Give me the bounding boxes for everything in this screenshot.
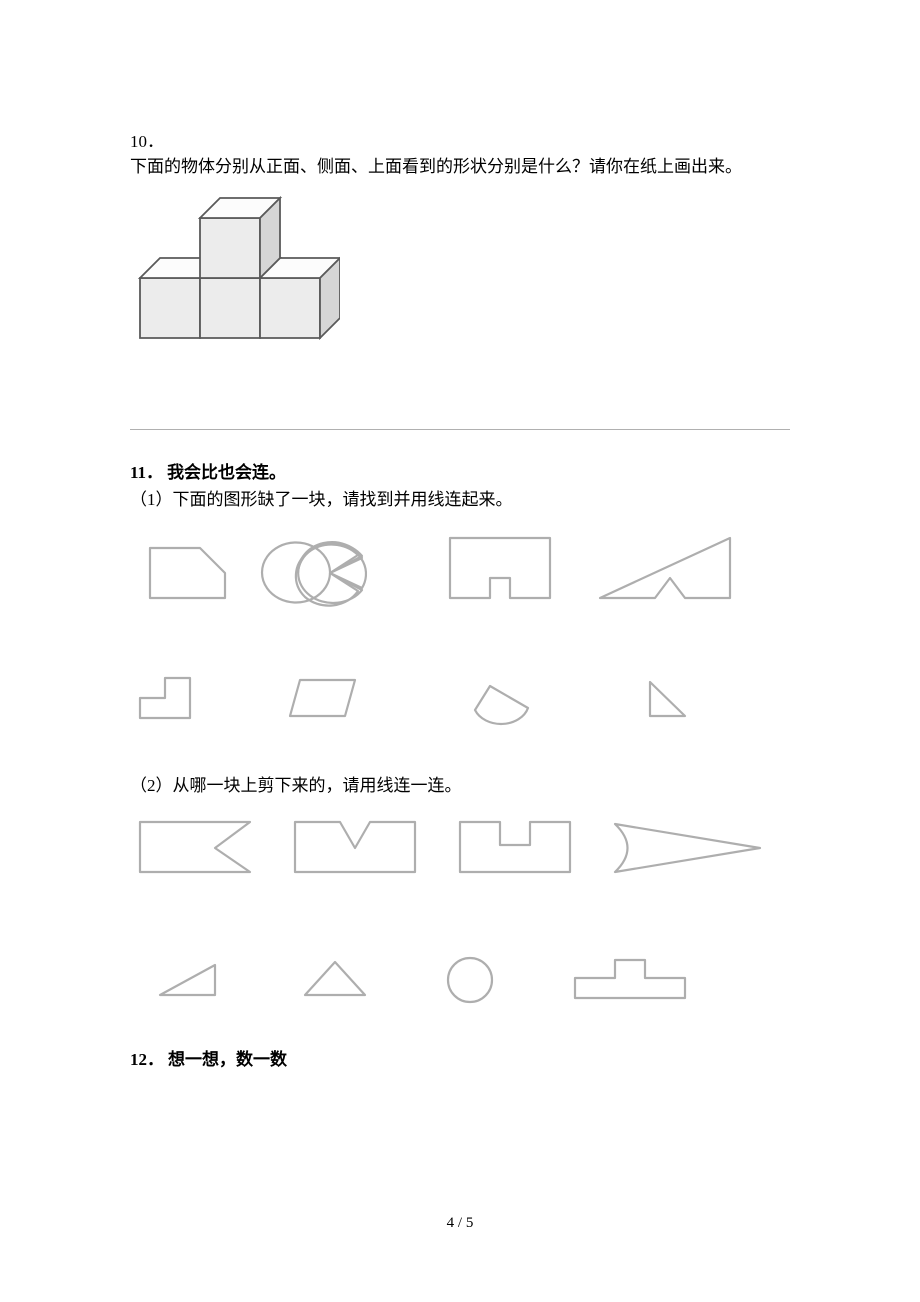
page-number: 4 / 5 [0, 1215, 920, 1232]
q11-1-row2-svg [130, 668, 760, 728]
cube-bottom-right [260, 258, 340, 338]
q11-number: 11． [130, 463, 163, 482]
page: 10． 下面的物体分别从正面、侧面、上面看到的形状分别是什么？请你在纸上画出来。 [0, 0, 920, 1302]
q11-2-row2 [130, 950, 790, 1015]
q11-sub1: （1）下面的图形缺了一块，请找到并用线连起来。 [130, 487, 790, 513]
q11-2-row1 [130, 810, 790, 895]
q11-1-row2 [130, 668, 790, 733]
q11-2-row1-svg [130, 810, 770, 890]
question-10: 10． 下面的物体分别从正面、侧面、上面看到的形状分别是什么？请你在纸上画出来。 [130, 130, 790, 373]
piece2-circle [448, 958, 492, 1002]
q11-sub2: （2）从哪一块上剪下来的，请用线连一连。 [130, 773, 790, 799]
cut-rect-v [295, 822, 415, 872]
piece-L [140, 678, 190, 718]
q10-text: 下面的物体分别从正面、侧面、上面看到的形状分别是什么？请你在纸上画出来。 [130, 154, 790, 180]
q11-2-row2-svg [130, 950, 770, 1010]
shape-notch-square [150, 548, 225, 598]
q12-number: 12． [130, 1050, 164, 1069]
cut-arrow [615, 824, 760, 872]
cubes-svg [130, 188, 340, 368]
q10-figure [130, 188, 790, 373]
q11-title: 我会比也会连。 [167, 463, 286, 482]
question-12: 12． 想一想，数一数 [130, 1045, 790, 1070]
q12-title: 想一想，数一数 [168, 1050, 287, 1069]
cut-rect-sq [460, 822, 570, 872]
q11-1-row1 [130, 523, 790, 618]
piece-wedge [475, 686, 528, 724]
piece-tri [650, 682, 685, 716]
piece2-plus [575, 960, 685, 998]
q10-number: 10． [130, 130, 790, 154]
piece-quad [290, 680, 355, 716]
question-11: 11． 我会比也会连。 （1）下面的图形缺了一块，请找到并用线连起来。 [130, 458, 790, 1015]
divider [130, 429, 790, 430]
cube-top [200, 198, 280, 278]
q11-1-row1-svg [130, 523, 760, 613]
shape-tri-notch [600, 538, 730, 598]
cut-rect-tri [140, 822, 250, 872]
piece2-rtri [160, 965, 215, 995]
shape-step-square [450, 538, 550, 598]
piece2-tri [305, 962, 365, 995]
